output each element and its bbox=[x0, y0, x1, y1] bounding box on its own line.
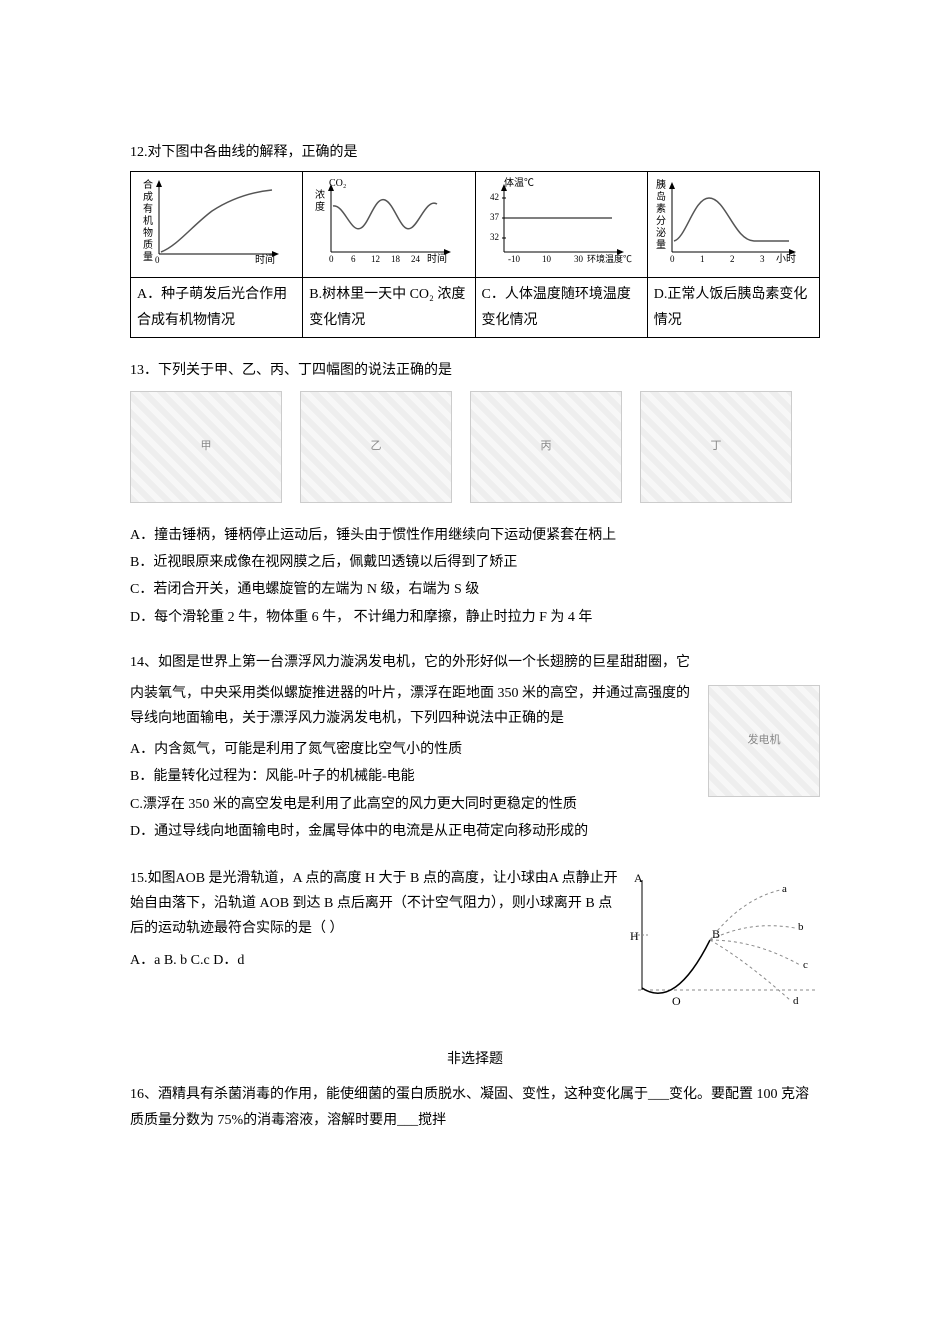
svg-text:6: 6 bbox=[351, 254, 356, 264]
chart-D-curve bbox=[674, 198, 789, 241]
q12-chart-row: 合 成 有 机 物 质 量 0 时间 CO₂ bbox=[131, 172, 820, 278]
svg-text:-10: -10 bbox=[508, 254, 520, 264]
question-16: 16、酒精具有杀菌消毒的作用，能使细菌的蛋白质脱水、凝固、变性，这种变化属于__… bbox=[130, 1082, 820, 1132]
chart-B-curve bbox=[333, 200, 437, 229]
svg-text:量: 量 bbox=[656, 239, 666, 251]
svg-text:成: 成 bbox=[143, 191, 153, 203]
q12-chart-C: 体温℃ 42 37 32 -10 10 30 环境温度℃ bbox=[475, 172, 647, 278]
svg-text:量: 量 bbox=[143, 251, 153, 263]
svg-text:素: 素 bbox=[656, 202, 666, 215]
traj-d bbox=[710, 940, 790, 1000]
q16-text: 16、酒精具有杀菌消毒的作用，能使细菌的蛋白质脱水、凝固、变性，这种变化属于__… bbox=[130, 1082, 820, 1132]
q13-opt-D: D．每个滑轮重 2 牛，物体重 6 牛， 不计绳力和摩擦，静止时拉力 F 为 4… bbox=[130, 605, 820, 630]
label-a: a bbox=[782, 883, 787, 895]
chart-A-svg: 合 成 有 机 物 质 量 0 时间 bbox=[137, 176, 287, 264]
chart-A-origin: 0 bbox=[155, 255, 160, 264]
svg-text:37: 37 bbox=[490, 212, 500, 222]
label-H: H bbox=[630, 929, 639, 943]
q12-table: 合 成 有 机 物 质 量 0 时间 CO₂ bbox=[130, 171, 820, 338]
chart-C-ylabel: 体温℃ bbox=[504, 177, 534, 189]
svg-text:24: 24 bbox=[411, 254, 421, 264]
question-15: A H O B a b c d 15.如图AOB 是光滑轨道，A 点的高度 H … bbox=[130, 866, 820, 1027]
q12-opt-B: B.树林里一天中 CO₂ 浓度变化情况 bbox=[303, 278, 475, 337]
label-O: O bbox=[672, 994, 681, 1008]
q13-img-a: 甲 bbox=[130, 391, 282, 503]
svg-text:质: 质 bbox=[143, 239, 153, 251]
q15-diagram: A H O B a b c d bbox=[630, 870, 820, 1019]
q12-chart-D: 胰 岛 素 分 泌 量 0 1 2 3 小时 bbox=[647, 172, 819, 278]
svg-text:10: 10 bbox=[542, 254, 552, 264]
question-12: 12.对下图中各曲线的解释，正确的是 合 成 有 机 物 质 量 0 bbox=[130, 140, 820, 338]
label-b: b bbox=[798, 921, 804, 933]
q12-chart-A: 合 成 有 机 物 质 量 0 时间 bbox=[131, 172, 303, 278]
q12-stem: 12.对下图中各曲线的解释，正确的是 bbox=[130, 140, 820, 165]
svg-text:度: 度 bbox=[315, 200, 325, 213]
chart-A-xlabel: 时间 bbox=[255, 253, 275, 264]
traj-b bbox=[710, 926, 795, 940]
q12-chart-B: CO₂ 浓 度 0 6 12 18 24 时间 bbox=[303, 172, 475, 278]
chart-B-xlabel: 时间 bbox=[427, 252, 447, 264]
svg-text:0: 0 bbox=[329, 254, 334, 264]
section-title: 非选择题 bbox=[130, 1047, 820, 1072]
traj-c bbox=[710, 940, 800, 965]
q13-img-c: 丙 bbox=[470, 391, 622, 503]
q12-caption-row: A．种子萌发后光合作用合成有机物情况 B.树林里一天中 CO₂ 浓度变化情况 C… bbox=[131, 278, 820, 337]
chart-A-ylabel: 合 bbox=[143, 178, 153, 191]
chart-C-xlabel: 环境温度℃ bbox=[587, 253, 632, 264]
svg-text:18: 18 bbox=[391, 254, 401, 264]
svg-text:2: 2 bbox=[730, 254, 735, 264]
q14-image: 发电机 bbox=[708, 685, 820, 797]
q15-svg: A H O B a b c d bbox=[630, 870, 820, 1010]
label-d: d bbox=[793, 995, 799, 1007]
chart-A-curve bbox=[161, 190, 272, 252]
svg-text:泌: 泌 bbox=[656, 226, 666, 239]
q13-img-d: 丁 bbox=[640, 391, 792, 503]
chart-B-ylabel1: 浓 bbox=[315, 189, 325, 201]
label-A: A bbox=[634, 871, 643, 885]
svg-text:0: 0 bbox=[670, 254, 675, 264]
q14-opt-D: D．通过导线向地面输电时，金属导体中的电流是从正电荷定向移动形成的 bbox=[130, 819, 820, 844]
q12-opt-D: D.正常人饭后胰岛素变化情况 bbox=[647, 278, 819, 337]
svg-text:1: 1 bbox=[700, 254, 705, 264]
traj-a bbox=[710, 890, 780, 940]
svg-text:有: 有 bbox=[143, 202, 153, 215]
svg-text:3: 3 bbox=[760, 254, 765, 264]
svg-text:分: 分 bbox=[656, 215, 666, 227]
q12-opt-A: A．种子萌发后光合作用合成有机物情况 bbox=[131, 278, 303, 337]
question-13: 13．下列关于甲、乙、丙、丁四幅图的说法正确的是 甲 乙 丙 丁 A．撞击锤柄，… bbox=[130, 358, 820, 630]
track-OB bbox=[642, 940, 710, 993]
q13-image-row: 甲 乙 丙 丁 bbox=[130, 391, 820, 503]
y-arrow bbox=[669, 182, 675, 189]
q13-img-b: 乙 bbox=[300, 391, 452, 503]
svg-text:12: 12 bbox=[371, 254, 380, 264]
question-14: 14、如图是世界上第一台漂浮风力漩涡发电机，它的外形好似一个长翅膀的巨星甜甜圈，… bbox=[130, 650, 820, 846]
q14-stem1: 14、如图是世界上第一台漂浮风力漩涡发电机，它的外形好似一个长翅膀的巨星甜甜圈，… bbox=[130, 650, 820, 675]
chart-C-svg: 体温℃ 42 37 32 -10 10 30 环境温度℃ bbox=[482, 176, 632, 264]
label-c: c bbox=[803, 959, 808, 971]
q12-opt-C: C．人体温度随环境温度变化情况 bbox=[475, 278, 647, 337]
svg-text:岛: 岛 bbox=[656, 190, 666, 203]
q13-opt-B: B．近视眼原来成像在视网膜之后，佩戴凹透镜以后得到了矫正 bbox=[130, 550, 820, 575]
svg-text:胰: 胰 bbox=[656, 178, 666, 191]
q13-opt-C: C．若闭合开关，通电螺旋管的左端为 N 级，右端为 S 级 bbox=[130, 577, 820, 602]
chart-B-svg: CO₂ 浓 度 0 6 12 18 24 时间 bbox=[309, 176, 459, 264]
chart-D-svg: 胰 岛 素 分 泌 量 0 1 2 3 小时 bbox=[654, 176, 804, 264]
svg-text:物: 物 bbox=[143, 226, 153, 239]
svg-text:机: 机 bbox=[143, 214, 153, 227]
q13-stem: 13．下列关于甲、乙、丙、丁四幅图的说法正确的是 bbox=[130, 358, 820, 383]
chart-D-xlabel: 小时 bbox=[776, 253, 796, 264]
y-arrow bbox=[156, 180, 162, 187]
svg-text:30: 30 bbox=[574, 254, 584, 264]
q13-opt-A: A．撞击锤柄，锤柄停止运动后，锤头由于惯性作用继续向下运动便紧套在柄上 bbox=[130, 523, 820, 548]
svg-text:42: 42 bbox=[490, 192, 499, 202]
svg-text:32: 32 bbox=[490, 232, 499, 242]
